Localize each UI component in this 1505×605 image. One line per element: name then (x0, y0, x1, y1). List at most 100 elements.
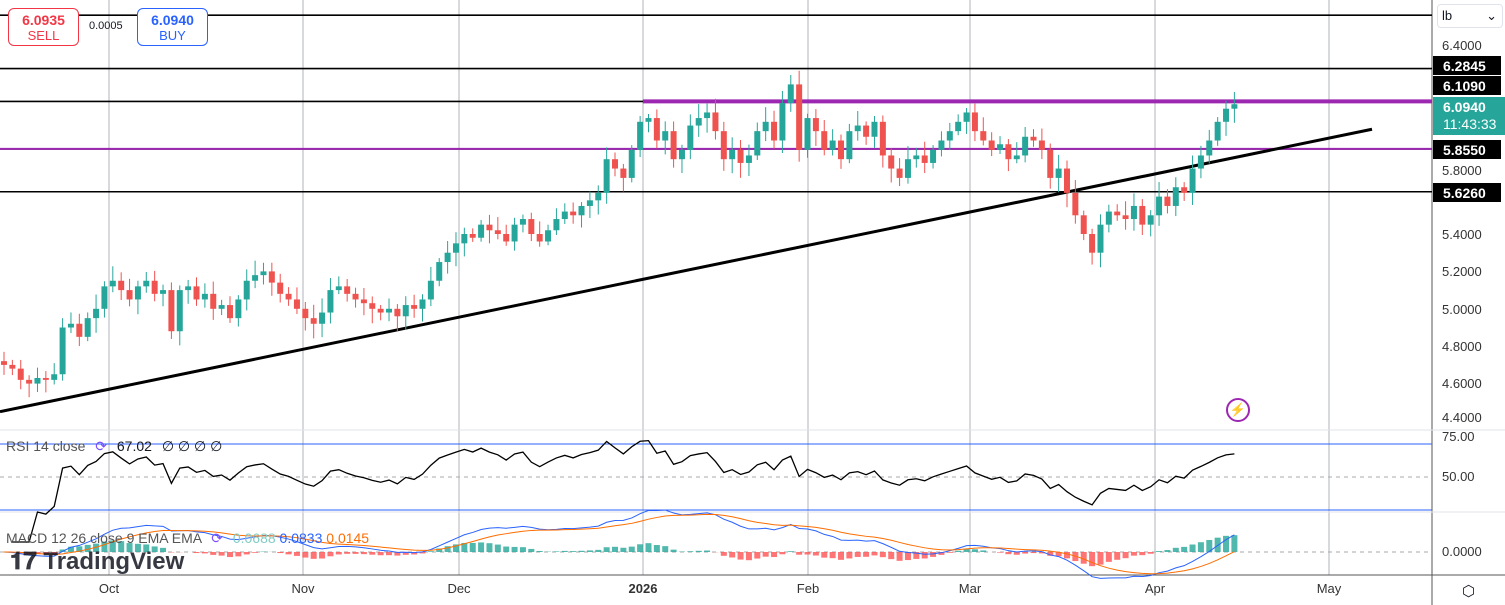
lightning-icon[interactable]: ⚡ (1226, 398, 1250, 422)
macd-histogram-bar (754, 552, 761, 559)
candle-body (486, 224, 493, 231)
last-price: 6.0940 (1443, 99, 1486, 115)
macd-histogram-bar (151, 546, 158, 552)
macd-histogram-bar (436, 548, 443, 552)
candle-body (779, 103, 786, 141)
macd-histogram-bar (252, 552, 259, 553)
candle-body (327, 290, 334, 313)
macd-histogram-bar (1197, 542, 1204, 552)
macd-legend: MACD 12 26 close 9 EMA EMA ⟳ 0.0688 0.08… (6, 530, 369, 546)
candle-body (126, 290, 133, 300)
macd-histogram-bar (1122, 552, 1129, 559)
macd-histogram-bar (193, 552, 200, 554)
buy-button[interactable]: 6.0940 BUY (137, 8, 208, 46)
price-tick: 5.2000 (1442, 264, 1482, 279)
candle-body (1013, 155, 1020, 160)
candle-body (302, 308, 309, 319)
macd-histogram-bar (1038, 552, 1045, 554)
macd-histogram-bar (595, 549, 602, 552)
candle-body (1, 361, 7, 365)
rsi-legend: RSI 14 close ⟳ 67.02 ∅ ∅ ∅ ∅ (6, 438, 222, 454)
macd-histogram-bar (645, 543, 652, 552)
sell-button[interactable]: 6.0935 SELL (8, 8, 79, 46)
price-tick: 4.8000 (1442, 339, 1482, 354)
macd-histogram-bar (369, 552, 376, 555)
macd-histogram-bar (327, 552, 334, 557)
candle-body (1214, 121, 1221, 141)
macd-histogram-bar (871, 552, 878, 556)
candle-body (988, 140, 995, 150)
macd-histogram-bar (344, 552, 351, 554)
refresh-icon[interactable]: ⟳ (95, 438, 107, 454)
price-tick: 4.6000 (1442, 376, 1482, 391)
macd-line (3, 509, 1235, 579)
macd-histogram-bar (838, 552, 844, 560)
candle-body (436, 262, 443, 281)
macd-histogram-bar (1164, 550, 1171, 552)
candle-body (603, 159, 610, 193)
refresh-icon[interactable]: ⟳ (211, 530, 223, 546)
rsi-line (12, 439, 1235, 543)
candle-body (570, 211, 577, 216)
macd-histogram-bar (302, 552, 309, 558)
macd-histogram-bar (829, 552, 836, 559)
last-price-tag: 6.0940 11:43:33 (1433, 97, 1505, 135)
candle-body (1038, 140, 1045, 150)
candle-body (193, 286, 200, 300)
macd-histogram-bar (503, 546, 510, 552)
candle-body (134, 286, 141, 300)
candle-body (595, 192, 602, 201)
candle-body (185, 286, 192, 291)
candle-body (277, 282, 284, 294)
macd-histogram-bar (210, 552, 217, 555)
macd-histogram-bar (402, 552, 409, 555)
candle-body (1139, 205, 1146, 225)
candle-body (268, 271, 275, 283)
candle-body (143, 280, 150, 287)
candle-body (469, 234, 476, 238)
macd-histogram-bar (946, 552, 953, 553)
macd-hist-value: 0.0688 (232, 530, 276, 546)
macd-histogram-bar (628, 546, 635, 552)
candle-body (1047, 149, 1054, 178)
macd-histogram-bar (285, 552, 292, 555)
candle-body (17, 368, 24, 380)
unit-selector[interactable]: lb ⌄ (1437, 4, 1503, 28)
candle-body (637, 121, 644, 150)
candle-body (963, 112, 970, 122)
macd-histogram-bar (1214, 537, 1221, 552)
candle-body (561, 211, 568, 220)
candle-body (1189, 168, 1196, 193)
candle-body (997, 144, 1004, 150)
candle-body (971, 112, 978, 132)
candle-body (946, 131, 953, 141)
macd-histogram-bar (1089, 552, 1096, 567)
sell-price: 6.0935 (22, 12, 65, 28)
candle-body (913, 155, 920, 160)
macd-histogram-bar (921, 552, 928, 559)
candle-body (377, 308, 384, 313)
candle-body (1030, 136, 1037, 141)
macd-histogram-bar (109, 540, 116, 552)
macd-histogram-bar (955, 550, 962, 552)
candle-body (235, 299, 242, 319)
price-tick: 5.0000 (1442, 302, 1482, 317)
macd-histogram-bar (444, 546, 451, 552)
settings-icon[interactable]: ⬡ (1462, 583, 1476, 600)
macd-histogram-bar (226, 552, 233, 558)
unit-label: lb (1442, 8, 1453, 23)
macd-histogram-bar (1063, 552, 1070, 559)
price-tick: 5.8000 (1442, 163, 1482, 178)
candle-body (168, 290, 175, 332)
candle-body (821, 131, 828, 150)
candle-body (796, 84, 803, 150)
macd-histogram-bar (118, 541, 125, 552)
level-tag: 5.8550 (1433, 140, 1501, 159)
candle-body (678, 149, 685, 160)
macd-histogram-bar (42, 552, 49, 555)
candle-body (888, 155, 895, 169)
macd-histogram-bar (637, 544, 644, 552)
candle-body (980, 131, 987, 141)
macd-histogram-bar (1105, 552, 1112, 562)
